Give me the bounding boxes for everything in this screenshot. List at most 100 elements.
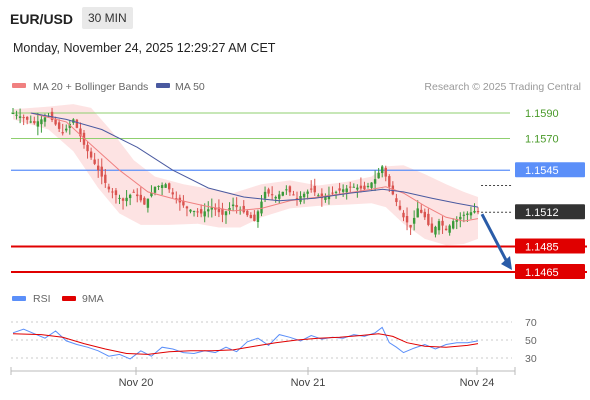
candle-body	[388, 176, 391, 187]
candle	[214, 203, 217, 216]
candle	[352, 183, 355, 188]
candle-body	[444, 228, 448, 231]
candle	[409, 224, 412, 235]
price-level-tag	[515, 162, 585, 178]
candle-body	[295, 198, 299, 200]
candle-body	[136, 194, 139, 197]
price-level-label: 1.1465	[525, 267, 559, 279]
candle	[270, 186, 274, 201]
candle-body	[412, 217, 416, 224]
candle	[253, 210, 256, 222]
candle-body	[334, 191, 338, 193]
candle-body	[168, 183, 171, 190]
price-level-label: 1.1545	[525, 165, 559, 177]
candle-body	[157, 185, 160, 187]
forecast-arrow-shaft	[480, 213, 509, 263]
legend-rsi-ma-swatch	[62, 296, 76, 301]
candle-body	[192, 210, 196, 212]
candle	[189, 209, 192, 214]
candle	[164, 182, 167, 188]
candle	[313, 178, 316, 196]
candle	[345, 184, 348, 200]
candle	[111, 187, 114, 199]
candle-body	[139, 194, 142, 201]
candle	[89, 147, 93, 160]
candle	[93, 152, 96, 166]
candle	[391, 181, 395, 196]
candle-body	[153, 186, 157, 193]
candle-body	[409, 224, 412, 228]
candle	[33, 116, 36, 125]
candle	[423, 208, 426, 220]
credit-label: Research © 2025 Trading Central	[424, 81, 581, 93]
candle	[476, 207, 480, 215]
bollinger-band-area	[13, 104, 478, 246]
candle-body	[246, 210, 249, 216]
candle	[29, 115, 32, 124]
candle-body	[402, 212, 405, 218]
candle-body	[341, 189, 345, 192]
candle-body	[405, 216, 409, 223]
candle	[54, 116, 57, 126]
candle	[373, 170, 377, 191]
candle-body	[437, 221, 441, 231]
candle-body	[199, 209, 203, 214]
candle	[437, 218, 441, 235]
candle-body	[384, 167, 387, 177]
candle	[107, 183, 111, 193]
candle-body	[469, 212, 473, 216]
candle-body	[57, 122, 61, 129]
candle	[412, 210, 416, 231]
candle-body	[331, 192, 334, 194]
candle-body	[40, 119, 43, 125]
candle	[278, 190, 281, 204]
candle	[285, 185, 288, 195]
ma50-line	[30, 112, 479, 208]
candle-body	[11, 113, 15, 114]
candle-body	[356, 187, 359, 190]
candle-body	[476, 210, 480, 213]
candle	[199, 204, 203, 218]
candle-body	[466, 213, 469, 216]
current-price-tag	[515, 204, 585, 220]
candle-body	[185, 206, 189, 209]
candle-body	[292, 194, 295, 196]
candle-body	[128, 194, 132, 199]
candle	[473, 203, 476, 214]
candle-body	[430, 223, 434, 233]
candle	[444, 225, 448, 231]
candle-body	[391, 185, 395, 195]
rsi-ma-line	[12, 333, 479, 355]
timeframe-button[interactable]: 30 MIN	[82, 7, 133, 29]
candle-body	[111, 191, 114, 193]
candle	[267, 187, 270, 197]
candle	[146, 198, 150, 213]
candle-body	[65, 128, 68, 131]
x-axis-tick-label: Nov 21	[291, 377, 326, 389]
candle	[118, 194, 121, 205]
candle-body	[359, 185, 363, 189]
candle-body	[434, 226, 437, 235]
candle	[246, 209, 249, 217]
candle-body	[164, 184, 167, 188]
candle	[363, 181, 366, 191]
candle	[171, 188, 174, 199]
candle	[61, 123, 64, 136]
candle-body	[274, 196, 277, 199]
candle-body	[285, 189, 288, 191]
candle	[459, 212, 462, 228]
candle	[420, 204, 423, 214]
candle-body	[235, 205, 238, 208]
candle-body	[231, 204, 235, 207]
legend-ma20-swatch	[12, 83, 26, 88]
candle	[331, 186, 334, 196]
candle-body	[100, 166, 103, 177]
candle	[306, 189, 309, 200]
candle-body	[171, 192, 174, 195]
candle	[317, 193, 320, 197]
candle-body	[175, 198, 178, 200]
candle	[196, 208, 199, 218]
candle	[150, 185, 153, 198]
candle-body	[54, 119, 57, 125]
